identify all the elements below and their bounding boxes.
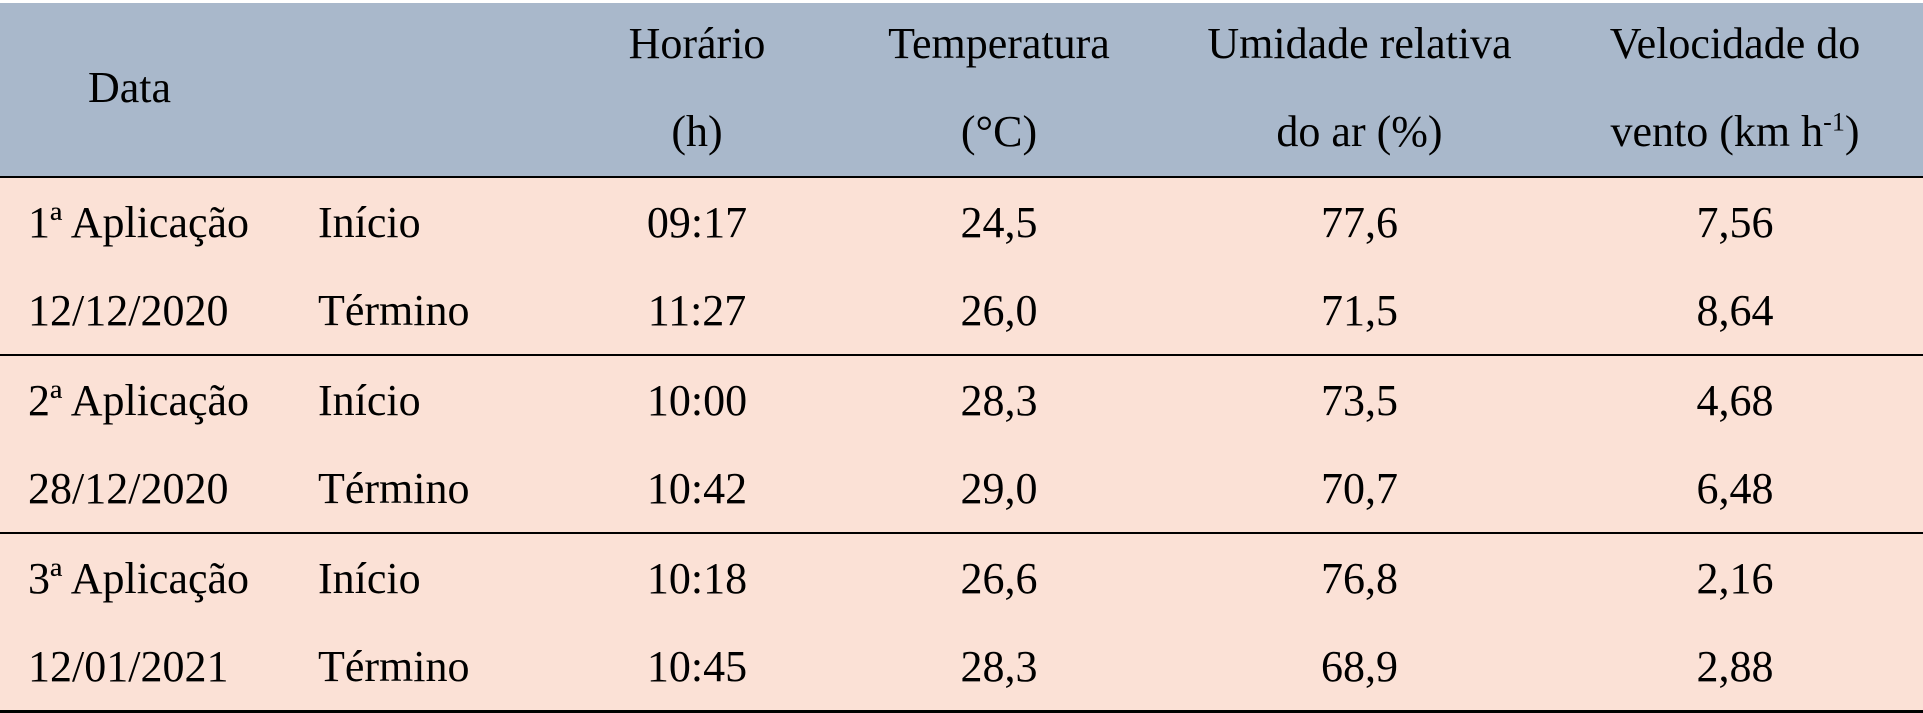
cell-temperature: 26,6 <box>826 532 1172 622</box>
cell-time: 10:42 <box>568 444 826 533</box>
table-row: 1ª Aplicação Início 09:17 24,5 77,6 7,56 <box>0 176 1923 266</box>
header-humidity-line1: Umidade relativa <box>1207 19 1512 68</box>
cell-phase: Início <box>318 532 568 622</box>
header-wind-speed: Velocidade do vento (km h-1) <box>1547 0 1923 178</box>
cell-humidity: 70,7 <box>1172 444 1547 533</box>
cell-time: 10:00 <box>568 354 826 444</box>
header-time: Horário (h) <box>568 0 826 178</box>
table-row: 12/01/2021 Término 10:45 28,3 68,9 2,88 <box>0 622 1923 713</box>
header-humidity-line2: do ar (%) <box>1276 107 1443 156</box>
cell-wind-speed: 2,88 <box>1547 622 1923 713</box>
table-row: 12/12/2020 Término 11:27 26,0 71,5 8,64 <box>0 266 1923 355</box>
cell-humidity: 77,6 <box>1172 176 1547 266</box>
table-row: 3ª Aplicação Início 10:18 26,6 76,8 2,16 <box>0 532 1923 622</box>
top-margin-strip <box>0 0 1923 3</box>
header-wind-line2: vento (km h-1) <box>1610 107 1860 156</box>
cell-date: 1ª Aplicação <box>0 176 318 266</box>
cell-wind-speed: 6,48 <box>1547 444 1923 533</box>
table-header-row: Data Horário (h) Temperatura (°C) Umidad… <box>0 0 1923 178</box>
table-row: 2ª Aplicação Início 10:00 28,3 73,5 4,68 <box>0 354 1923 444</box>
cell-wind-speed: 2,16 <box>1547 532 1923 622</box>
header-temperature: Temperatura (°C) <box>826 0 1172 178</box>
cell-temperature: 26,0 <box>826 266 1172 355</box>
cell-phase: Término <box>318 266 568 355</box>
header-temperature-line1: Temperatura <box>888 19 1110 68</box>
cell-humidity: 68,9 <box>1172 622 1547 713</box>
header-temperature-line2: (°C) <box>960 107 1038 156</box>
cell-humidity: 71,5 <box>1172 266 1547 355</box>
header-date: Data <box>0 0 318 178</box>
cell-date: 2ª Aplicação <box>0 354 318 444</box>
cell-date: 3ª Aplicação <box>0 532 318 622</box>
cell-time: 09:17 <box>568 176 826 266</box>
cell-wind-speed: 8,64 <box>1547 266 1923 355</box>
header-time-line1: Horário <box>628 19 766 68</box>
cell-date: 12/01/2021 <box>0 622 318 713</box>
cell-temperature: 29,0 <box>826 444 1172 533</box>
cell-phase: Início <box>318 354 568 444</box>
cell-phase: Término <box>318 622 568 713</box>
header-wind-unit-exponent: -1 <box>1823 107 1845 137</box>
header-phase <box>318 0 568 178</box>
header-humidity: Umidade relativa do ar (%) <box>1172 0 1547 178</box>
cell-humidity: 76,8 <box>1172 532 1547 622</box>
cell-wind-speed: 7,56 <box>1547 176 1923 266</box>
table-row: 28/12/2020 Término 10:42 29,0 70,7 6,48 <box>0 444 1923 533</box>
cell-phase: Término <box>318 444 568 533</box>
cell-time: 11:27 <box>568 266 826 355</box>
cell-temperature: 28,3 <box>826 622 1172 713</box>
cell-temperature: 24,5 <box>826 176 1172 266</box>
cell-wind-speed: 4,68 <box>1547 354 1923 444</box>
cell-humidity: 73,5 <box>1172 354 1547 444</box>
cell-date: 28/12/2020 <box>0 444 318 533</box>
cell-time: 10:45 <box>568 622 826 713</box>
cell-date: 12/12/2020 <box>0 266 318 355</box>
cell-temperature: 28,3 <box>826 354 1172 444</box>
cell-time: 10:18 <box>568 532 826 622</box>
header-time-line2: (h) <box>671 107 723 156</box>
header-wind-line1: Velocidade do <box>1609 19 1861 68</box>
cell-phase: Início <box>318 176 568 266</box>
